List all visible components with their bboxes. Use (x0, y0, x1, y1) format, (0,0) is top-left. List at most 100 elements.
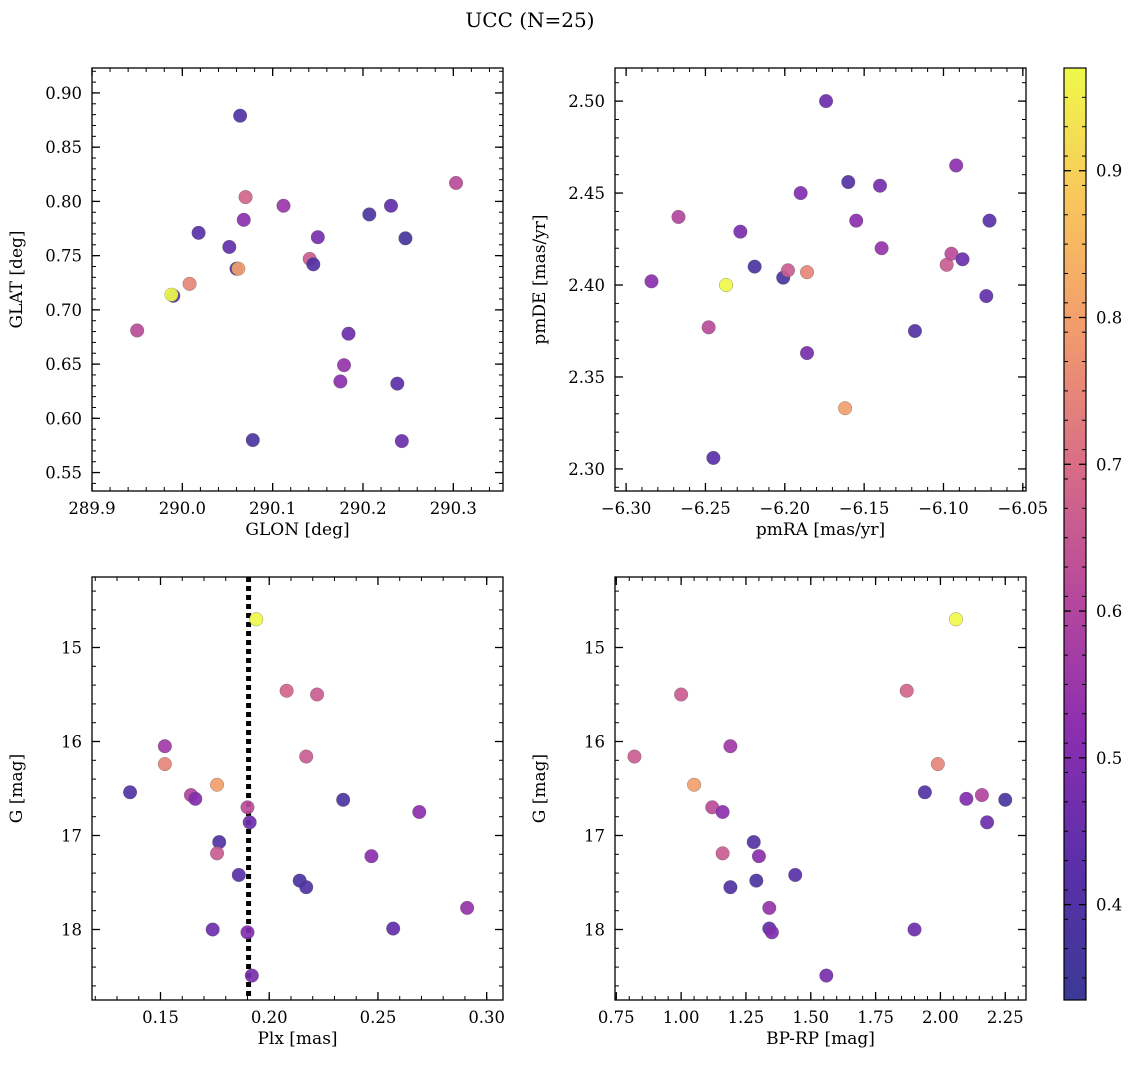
y-tick-label: 2.50 (568, 92, 605, 111)
data-point (998, 792, 1013, 807)
data-point (715, 804, 730, 820)
y-tick-label: 15 (61, 639, 82, 658)
data-point (341, 326, 356, 341)
data-point (930, 757, 945, 772)
data-point (955, 252, 970, 267)
x-tick-label: 289.9 (68, 499, 115, 518)
data-point (306, 257, 321, 272)
data-point (188, 791, 203, 806)
colorbar-tick-label: 0.9 (1096, 162, 1122, 181)
data-point (793, 186, 808, 201)
data-point (336, 358, 352, 373)
colorbar-tick-label: 0.6 (1096, 602, 1122, 621)
data-point (157, 739, 172, 754)
y-axis-label: G [mag] (530, 754, 550, 823)
data-point (715, 846, 730, 861)
data-point (841, 174, 856, 190)
y-axis-label: pmDE [mas/yr] (530, 214, 550, 344)
x-tick-label: 0.75 (598, 1008, 635, 1027)
data-point (980, 815, 995, 830)
data-point (723, 739, 738, 754)
colorbar: 0.4 0.5 0.6 0.7 0.8 0.9 (1063, 67, 1122, 1001)
data-point (299, 749, 314, 764)
data-point (448, 175, 464, 191)
data-point (747, 259, 762, 274)
x-tick-label: 2.00 (922, 1008, 959, 1027)
data-point (233, 108, 248, 123)
data-point (849, 213, 864, 228)
x-tick-label: 0.20 (251, 1008, 288, 1027)
axes-frame (614, 576, 1027, 1001)
data-point (949, 158, 964, 173)
data-point (874, 241, 889, 256)
x-tick-label: −6.25 (680, 499, 731, 518)
x-tick-label: 0.25 (360, 1008, 397, 1027)
y-tick-label: 0.70 (45, 301, 82, 320)
x-tick-label: 0.15 (142, 1008, 179, 1027)
data-point (780, 263, 796, 278)
y-axis-label: G [mag] (7, 754, 27, 823)
data-point (907, 323, 922, 339)
data-point (398, 231, 413, 246)
x-tick-label: −6.20 (760, 499, 811, 518)
data-point (412, 804, 427, 820)
data-point (209, 846, 225, 861)
axes-frame (91, 576, 504, 1001)
data-point (723, 880, 738, 895)
y-tick-label: 0.85 (45, 138, 82, 157)
colorbar-tick-label: 0.5 (1096, 749, 1122, 768)
data-point (733, 224, 748, 239)
data-point (249, 612, 264, 627)
x-tick-label: 290.2 (339, 499, 386, 518)
y-tick-label: 18 (584, 921, 605, 940)
data-point (182, 276, 197, 291)
colorbar-ticks: 0.4 0.5 0.6 0.7 0.8 0.9 (1064, 67, 1122, 979)
colorbar-gradient (1063, 67, 1087, 1001)
x-axis-label: Plx [mas] (257, 1029, 337, 1049)
y-tick-label: 0.60 (45, 409, 82, 428)
data-point (799, 265, 815, 280)
axes-frame (614, 67, 1027, 492)
data-point (310, 230, 325, 245)
data-point (701, 320, 716, 335)
data-point (746, 835, 761, 850)
x-tick-label: 290.0 (159, 499, 206, 518)
data-point (749, 873, 764, 888)
data-point (819, 94, 834, 109)
data-point (222, 239, 237, 255)
data-point (336, 792, 351, 807)
y-tick-label: 2.40 (568, 276, 605, 295)
panel-pmra-pmde: −6.30 −6.25 −6.20 −6.15 −6.10 −6.05 2.30 2.35 2.… (530, 67, 1049, 540)
y-tick-label: 0.75 (45, 247, 82, 266)
data-point (899, 683, 914, 698)
data-point (390, 376, 405, 391)
data-point (164, 287, 179, 302)
data-point (979, 289, 994, 304)
x-tick-label: 290.3 (430, 499, 477, 518)
x-axis-label: pmRA [mas/yr] (756, 520, 885, 540)
y-tick-label: 18 (61, 921, 82, 940)
y-tick-label: 17 (61, 827, 82, 846)
panels: 289.9 290.0 290.1 290.2 290.3 0.55 0.60 0.65 0.7… (7, 67, 1049, 1049)
y-tick-label: 0.90 (45, 84, 82, 103)
data-point (386, 921, 401, 936)
y-tick-label: 15 (584, 639, 605, 658)
x-tick-label: −6.05 (998, 499, 1049, 518)
data-point (279, 683, 294, 698)
data-point (130, 323, 145, 338)
data-point (394, 434, 409, 449)
data-point (276, 198, 291, 213)
data-point (687, 777, 702, 792)
data-point (244, 968, 259, 983)
x-tick-label: 1.75 (857, 1008, 894, 1027)
data-point (362, 207, 377, 222)
y-tick-label: 16 (61, 733, 82, 752)
data-point (706, 450, 721, 465)
data-point (671, 209, 686, 225)
data-point (236, 212, 251, 227)
data-point (788, 867, 803, 883)
x-axis-label: GLON [deg] (245, 520, 349, 540)
data-point (982, 213, 997, 228)
data-point (238, 190, 253, 205)
